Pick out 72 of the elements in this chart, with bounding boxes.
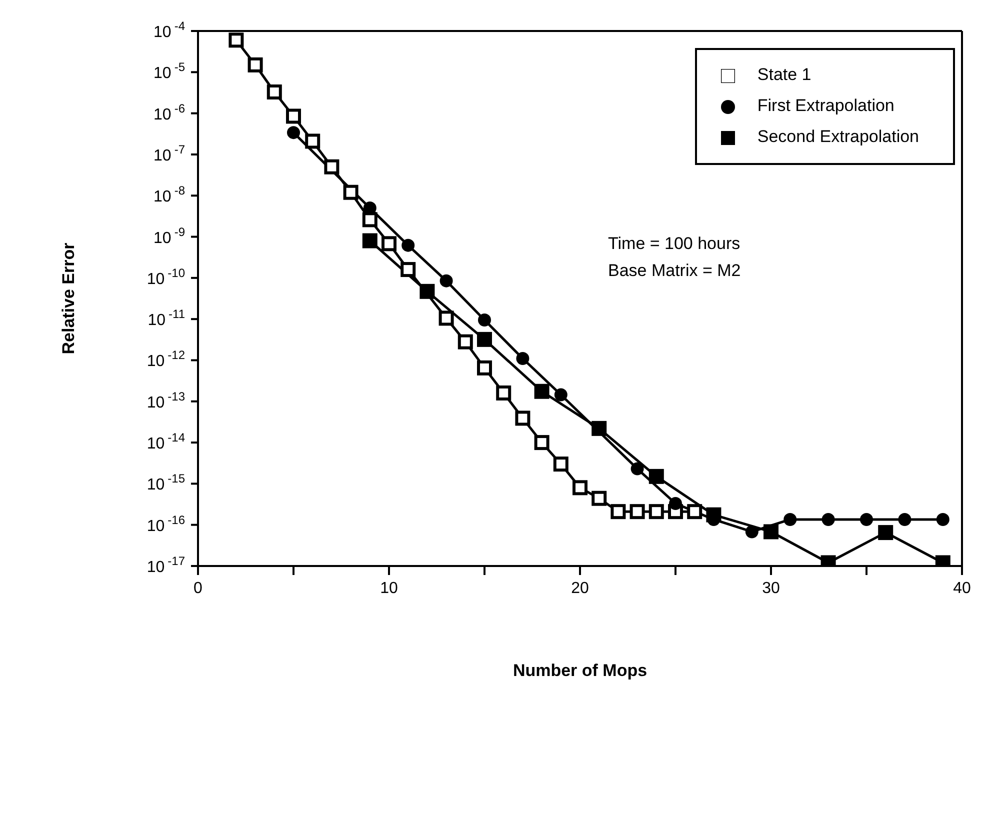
point [286,108,301,124]
point [630,504,645,520]
point [648,504,664,520]
point [248,57,263,72]
point [324,159,340,174]
point [687,504,702,520]
x-tick-label: 20 [571,580,589,597]
point [477,332,492,347]
point [553,456,568,472]
y-tick-label: 10$^{-4}$ [154,19,186,41]
point [400,262,416,278]
point [630,462,644,476]
y-tick-label: 10$^{-5}$ [154,60,186,82]
point [420,284,435,299]
y-tick-label: 10$^{-6}$ [154,101,186,124]
point [784,512,797,526]
point [516,352,530,366]
annotation: Base Matrix = M2 [608,260,741,282]
point [860,512,873,526]
point [936,512,950,526]
y-axis-title: Relative Error [59,242,78,354]
point [440,274,453,288]
point [402,238,415,252]
y-tick-label: 10$^{-16}$ [146,512,186,535]
point [648,468,664,484]
x-tick-label: 40 [953,580,971,597]
point [266,84,282,100]
point [764,524,778,540]
y-tick-label: 10$^{-15}$ [146,472,186,494]
y-tick-label: 10$^{-7}$ [154,142,186,164]
y-tick-label: 10$^{-12}$ [146,348,186,370]
legend-label: Second Extrapolation [757,127,919,146]
point [362,233,378,248]
annotation: Time = 100 hours [608,233,741,255]
point [477,360,492,376]
y-tick-label: 10$^{-14}$ [146,430,186,453]
legend-label: First Extrapolation [757,96,894,115]
point [878,525,894,540]
point [592,420,607,436]
point [610,504,626,520]
point [515,410,530,426]
point [822,512,835,526]
legend-label: State 1 [757,65,812,84]
point [362,212,378,228]
point [534,435,550,450]
y-tick-label: 10$^{-10}$ [146,266,186,288]
point [382,236,396,252]
y-tick-label: 10$^{-9}$ [154,224,186,247]
point [669,497,682,510]
point [438,310,454,326]
y-tick-label: 10$^{-13}$ [146,389,186,412]
point [745,525,758,538]
point [305,134,320,149]
y-tick-label: 10$^{-8}$ [154,184,186,206]
point [228,32,244,48]
point [898,512,912,526]
point [478,313,491,326]
x-tick-label: 0 [194,580,203,597]
point [554,388,568,402]
point [572,480,588,496]
point [706,507,722,522]
point [343,184,358,200]
y-tick-label: 10$^{-11}$ [148,307,186,330]
point [287,126,300,140]
point [592,490,607,506]
x-axis-title: Number of Mops [512,661,648,680]
y-tick-label: 10$^{-17}$ [146,554,186,576]
x-tick-label: 30 [762,580,780,597]
point [496,385,512,400]
x-tick-label: 10 [380,580,398,597]
point [534,384,550,399]
point [458,334,473,350]
